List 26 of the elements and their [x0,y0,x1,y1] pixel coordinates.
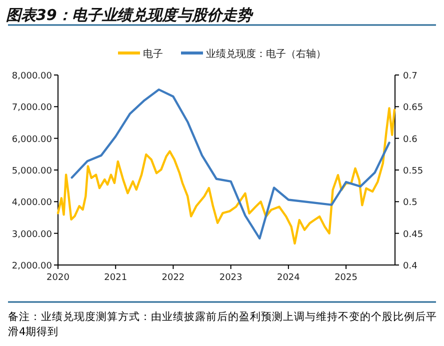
y2-tick-label: 0.7 [403,72,418,82]
y-tick-label: 3,000.00 [12,230,52,240]
y-tick-label: 6,000.00 [12,134,52,145]
legend-label: 电子 [143,48,163,60]
y2-tick-label: 0.65 [403,103,424,114]
line-series [56,107,396,245]
y2-tick-label: 0.5 [403,198,418,208]
x-tick-label: 2024 [276,273,300,283]
y2-tick-label: 0.55 [403,166,424,176]
y2-tick-label: 0.45 [403,230,424,240]
y-tick-label: 5,000.00 [12,166,52,176]
x-tick-label: 2023 [219,273,242,283]
y-tick-label: 2,000.00 [12,262,52,272]
x-tick-label: 2020 [46,273,70,283]
line-series [70,88,390,240]
text: 备注：业绩兑现度测算方式：由业绩披露前后的盈利预测上调与维持不变的个股比例后平滑4期得到 [8,310,438,340]
x-tick-label: 2021 [104,273,128,283]
y2-tick-label: 0.4 [403,262,418,272]
y-tick-label: 7,000.00 [12,103,52,114]
y2-tick-label: 0.6 [403,134,418,145]
x-tick-label: 2022 [162,273,185,283]
y-tick-label: 4,000.00 [12,198,52,208]
chart-title: 图表39：电子业绩兑现度与股价走势 [6,6,254,24]
x-tick-label: 2025 [334,273,358,283]
legend-label: 业绩兑现度：电子（右轴） [206,48,326,60]
y-tick-label: 8,000.00 [12,72,52,82]
